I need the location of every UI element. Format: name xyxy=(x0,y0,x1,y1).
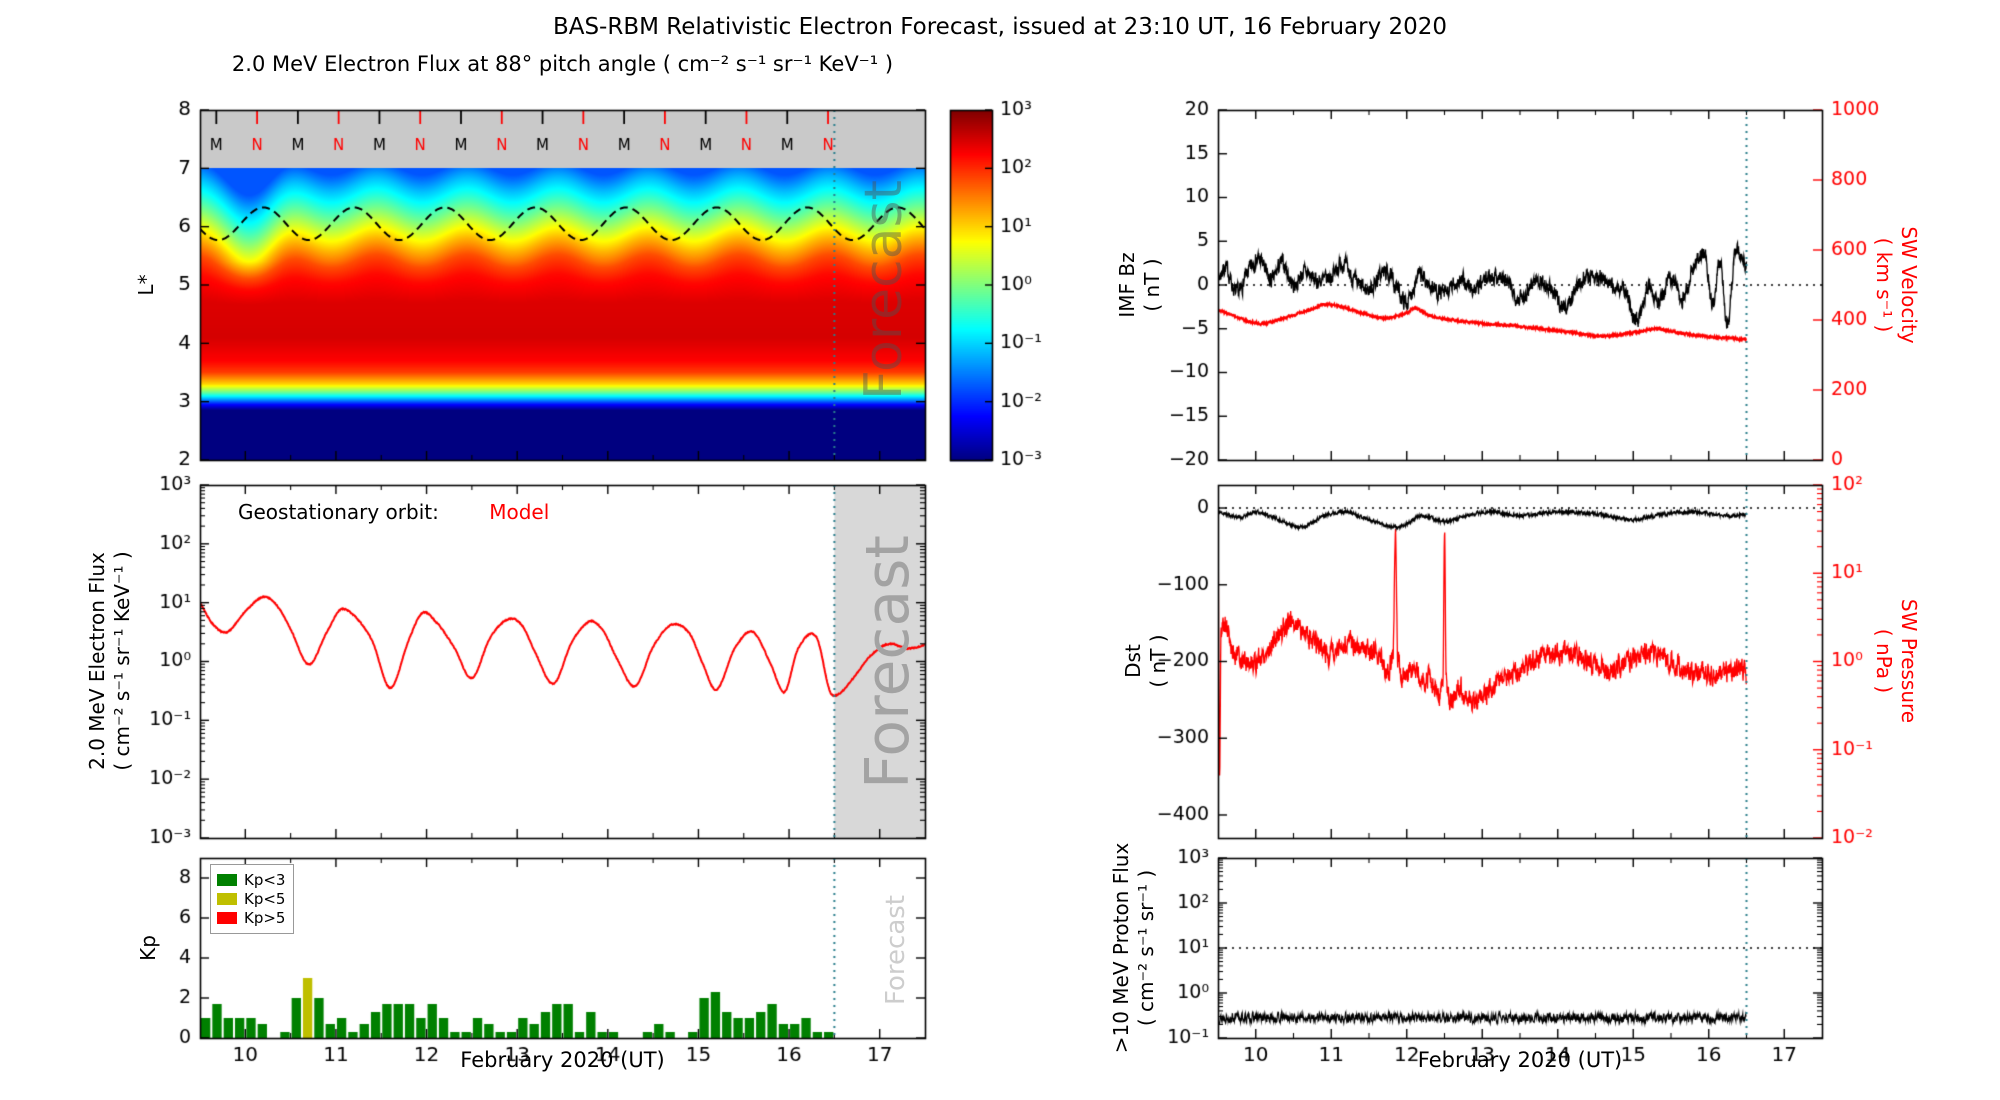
kp-axis-label: Kp xyxy=(136,935,160,961)
dst-axis-label-line1: Dst xyxy=(1121,644,1145,678)
forecast-watermark-kp: Forecast xyxy=(881,894,911,1006)
figure-title: BAS-RBM Relativistic Electron Forecast, … xyxy=(552,14,1448,40)
imf-bz-axis-label-line1: IMF Bz xyxy=(1115,252,1139,318)
kp-moderate-label: Kp<5 xyxy=(244,890,286,908)
electron-flux-axis-label-line2: ( cm⁻² s⁻¹ sr⁻¹ KeV⁻¹ ) xyxy=(110,551,134,771)
proton-flux-axis-label-line2: ( cm⁻² s⁻¹ sr⁻¹ ) xyxy=(1134,869,1158,1027)
proton-flux-axis-label-line1: >10 MeV Proton Flux xyxy=(1109,842,1133,1054)
proton-flux-axis-label: >10 MeV Proton Flux ( cm⁻² s⁻¹ sr⁻¹ ) xyxy=(1109,843,1159,1054)
kp-moderate-swatch xyxy=(217,893,237,905)
imf-bz-axis-label: IMF Bz ( nT ) xyxy=(1115,252,1165,317)
dst-axis-label: Dst ( nT ) xyxy=(1121,634,1171,687)
kp-storm-label: Kp>5 xyxy=(244,909,286,927)
heatmap-title: 2.0 MeV Electron Flux at 88° pitch angle… xyxy=(231,52,894,76)
dst-axis-label-line2: ( nT ) xyxy=(1146,634,1170,688)
sw-pressure-axis-label-line1: SW Pressure xyxy=(1897,598,1921,724)
forecast-watermark-heatmap: Forecast xyxy=(854,179,914,401)
electron-flux-axis-label-line1: 2.0 MeV Electron Flux xyxy=(85,552,109,770)
annotation-prefix: Geostationary orbit: xyxy=(238,500,439,524)
annotation-model-label: Model xyxy=(489,500,550,524)
forecast-watermark-flux: Forecast xyxy=(853,535,923,789)
legend-item-kp-moderate: Kp<5 xyxy=(217,891,285,907)
sw-pressure-axis-label: SW Pressure ( nPa ) xyxy=(1871,599,1921,723)
imf-bz-axis-label-line2: ( nT ) xyxy=(1140,258,1164,312)
kp-storm-swatch xyxy=(217,912,237,924)
kp-quiet-swatch xyxy=(217,874,237,886)
legend-item-kp-quiet: Kp<3 xyxy=(217,872,285,888)
lstar-axis-label: L* xyxy=(134,274,158,296)
kp-quiet-label: Kp<3 xyxy=(244,871,286,889)
legend-item-kp-storm: Kp>5 xyxy=(217,910,285,926)
electron-flux-axis-label: 2.0 MeV Electron Flux ( cm⁻² s⁻¹ sr⁻¹ Ke… xyxy=(85,551,135,770)
sw-velocity-axis-label-line2: ( km s⁻¹ ) xyxy=(1872,237,1896,333)
kp-legend: Kp<3 Kp<5 Kp>5 xyxy=(210,864,295,934)
sw-velocity-axis-label-line1: SW Velocity xyxy=(1897,226,1921,344)
geostationary-annotation: Geostationary orbit: Model xyxy=(238,500,549,524)
x-axis-label-right: February 2020 (UT) xyxy=(1417,1048,1623,1072)
sw-pressure-axis-label-line2: ( nPa ) xyxy=(1872,628,1896,694)
sw-velocity-axis-label: SW Velocity ( km s⁻¹ ) xyxy=(1871,226,1921,343)
x-axis-label-left: February 2020 (UT) xyxy=(460,1048,665,1072)
